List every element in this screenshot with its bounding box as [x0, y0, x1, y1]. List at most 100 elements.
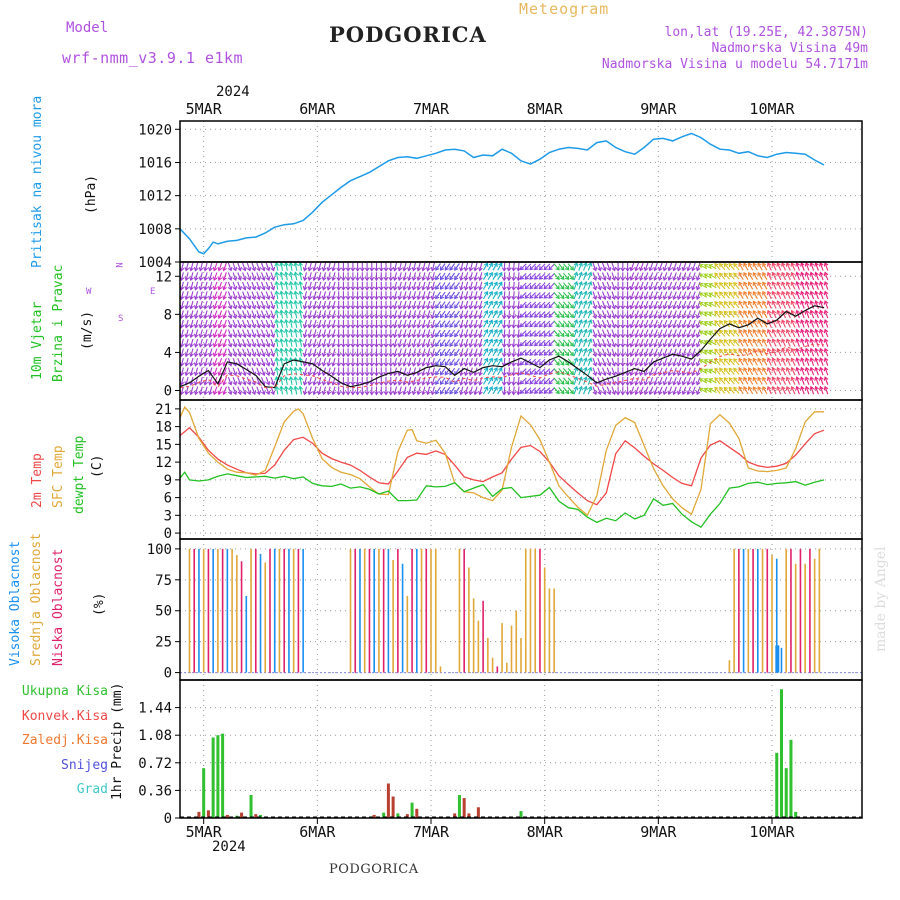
wind-arrow-head	[506, 267, 512, 272]
wind-arrow	[294, 262, 298, 271]
wind-arrow-head	[256, 362, 261, 367]
wind-arrow	[728, 272, 735, 280]
wind-arrow-head	[444, 342, 449, 348]
wind-arrow	[327, 319, 331, 328]
wind-arrow-head	[592, 333, 598, 339]
cloud-unit: (%)	[92, 592, 107, 616]
wind-arrow-head	[217, 343, 223, 348]
wind-arrow-head	[222, 390, 227, 396]
wind-arrow	[663, 377, 668, 385]
wind-arrow	[748, 329, 754, 338]
wind-arrow	[687, 300, 692, 309]
wind-arrow-head	[406, 314, 412, 320]
wind-arrow-head	[454, 333, 459, 338]
wind-arrow-head	[359, 334, 365, 339]
wind-arrow	[677, 329, 682, 338]
wind-arrow	[444, 329, 451, 338]
wind-arrow-head	[691, 352, 696, 358]
wind-arrow	[567, 310, 574, 318]
panel-frame	[179, 679, 863, 819]
wind-arrow	[492, 263, 498, 271]
wind-arrow-head	[524, 370, 529, 376]
wind-arrow	[308, 281, 312, 290]
wind-arrow-head	[804, 319, 810, 324]
wind-arrow-head	[699, 311, 704, 316]
wind-arrow-head	[397, 276, 403, 282]
wind-arrow	[256, 262, 261, 271]
wind-arrow-head	[208, 371, 213, 377]
wind-arrow	[256, 329, 261, 338]
wind-arrow	[464, 329, 469, 338]
wind-arrow	[635, 348, 639, 357]
wind-arrow	[517, 319, 520, 328]
wind-arrow-head	[738, 386, 743, 391]
wind-arrow	[673, 272, 677, 281]
wind-arrow-head	[283, 290, 289, 295]
wind-arrow-head	[638, 381, 644, 386]
wind-arrow-head	[790, 376, 795, 381]
wind-arrow-head	[478, 343, 483, 348]
wind-arrow-head	[686, 323, 692, 329]
wind-arrow	[464, 319, 469, 328]
wind-arrow-head	[227, 390, 233, 396]
wind-arrow-head	[298, 366, 303, 372]
wind-arrow	[573, 310, 578, 319]
wind-arrow	[449, 329, 456, 338]
wind-arrow-head	[383, 324, 389, 329]
wind-arrow	[275, 310, 279, 319]
wind-arrow-head	[823, 290, 829, 296]
wind-arrow-head	[524, 265, 529, 271]
wind-arrow	[762, 301, 768, 309]
wind-arrow	[810, 348, 815, 357]
wind-arrow-head	[355, 276, 361, 282]
wind-arrow	[606, 300, 611, 309]
wind-arrow	[508, 310, 511, 319]
wind-arrow	[539, 330, 546, 337]
wind-arrow-head	[804, 262, 810, 267]
wind-arrow-head	[634, 276, 639, 281]
wind-arrow	[587, 358, 592, 366]
wind-arrow-head	[790, 262, 795, 267]
wind-arrow-head	[529, 370, 534, 376]
wind-arrow-head	[260, 276, 266, 281]
wind-arrow	[776, 281, 782, 290]
wind-arrow	[639, 272, 644, 281]
wind-arrow-head	[421, 314, 426, 320]
wind-arrow	[606, 367, 611, 376]
wind-arrow	[630, 281, 635, 290]
wind-arrow-head	[355, 314, 361, 320]
wind-arrow	[260, 338, 265, 347]
wind-arrow	[492, 272, 498, 280]
wind-arrow	[223, 300, 227, 309]
wind-arrow-head	[766, 366, 772, 372]
wind-arrow	[762, 291, 768, 300]
wind-arrow-head	[672, 381, 677, 386]
wind-arrow	[251, 386, 256, 395]
wind-arrow-head	[468, 362, 474, 367]
wind-arrow-head	[425, 314, 431, 320]
wind-arrow	[242, 300, 246, 309]
wind-arrow	[757, 320, 763, 328]
wind-arrow-head	[364, 362, 370, 367]
wind-arrow-head	[421, 305, 426, 310]
wind-arrow	[444, 291, 451, 299]
wind-arrow	[800, 338, 805, 347]
wind-arrow-head	[757, 329, 762, 334]
wind-speed-trace	[179, 343, 825, 389]
wind-arrow	[709, 264, 717, 270]
wind-arrow-head	[274, 385, 280, 391]
wind-arrow	[738, 386, 744, 395]
wind-arrow	[303, 310, 308, 319]
wind-arrow-head	[771, 290, 777, 296]
wind-arrow-head	[548, 294, 553, 299]
wind-arrow-head	[686, 343, 692, 348]
wind-arrow	[543, 263, 551, 270]
wind-arrow	[303, 300, 308, 309]
wind-arrow-head	[312, 267, 318, 272]
wind-arrow	[776, 329, 782, 338]
wind-arrow	[805, 377, 810, 385]
wind-arrow	[265, 319, 270, 328]
wind-arrow	[454, 310, 460, 318]
wind-arrow	[534, 301, 541, 309]
wind-arrow	[246, 291, 251, 300]
